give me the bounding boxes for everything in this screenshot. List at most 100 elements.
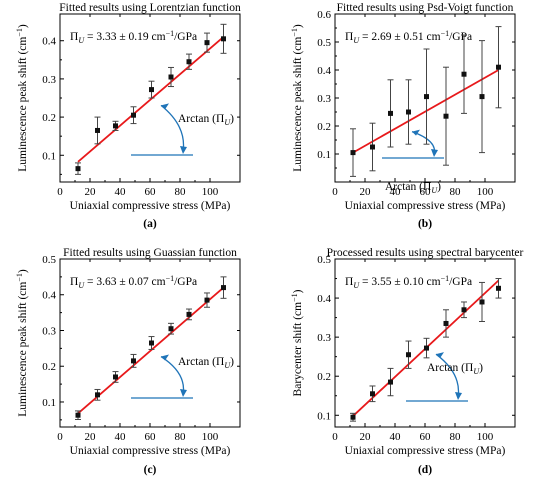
data-point bbox=[186, 311, 192, 317]
slope-annotation: ΠU = 3.63 ± 0.07 cm−1/GPa bbox=[70, 274, 197, 290]
arctan-label: Arctan (ΠU) bbox=[178, 113, 234, 127]
data-point bbox=[168, 74, 174, 80]
x-tick-label: 40 bbox=[115, 431, 127, 443]
angle-arc bbox=[411, 131, 436, 156]
y-axis-label: Luminescence peak shift (cm−1) bbox=[15, 24, 29, 172]
data-point bbox=[370, 391, 375, 397]
y-tick-label: 0.3 bbox=[317, 332, 331, 344]
x-tick-label: 0 bbox=[57, 186, 63, 198]
y-axis-label: Barycenter shift (cm−1) bbox=[290, 289, 304, 396]
data-point bbox=[204, 297, 210, 303]
panel-c: 0 20 40 60 80 100 0.1 0.2 0.3 0.4 0.5 Fitted result… bbox=[15, 247, 241, 476]
data-point bbox=[496, 285, 501, 291]
arctan-label: Arctan (ΠU) bbox=[178, 356, 234, 370]
y-tick-label: 0.3 bbox=[42, 74, 56, 86]
data-point bbox=[424, 94, 429, 100]
y-tick-label: 0.5 bbox=[317, 37, 331, 49]
y-tick-label: 0.1 bbox=[42, 150, 56, 162]
x-tick-label: 0 bbox=[57, 431, 63, 443]
arrow-tail-icon bbox=[161, 103, 169, 110]
data-point bbox=[186, 59, 192, 65]
data-point bbox=[204, 40, 210, 46]
panel-caption: (c) bbox=[144, 464, 157, 476]
x-axis-label: Uniaxial compressive stress (MPa) bbox=[70, 200, 231, 212]
x-tick-label: 80 bbox=[175, 431, 187, 443]
data-point bbox=[496, 64, 501, 70]
slope-annotation: ΠU = 3.33 ± 0.19 cm−1/GPa bbox=[70, 29, 197, 45]
x-axis-label: Uniaxial compressive stress (MPa) bbox=[70, 445, 231, 457]
chart-title: Fitted results using Guassian function bbox=[63, 247, 237, 259]
y-tick-label: 0.4 bbox=[42, 36, 56, 48]
y-tick-label: 0.6 bbox=[317, 9, 331, 21]
x-tick-label: 100 bbox=[202, 186, 219, 198]
panel-b: 0 20 40 60 80 100 0.1 0.2 0.3 0.4 0.5 0.6 Fitted res… bbox=[290, 2, 516, 230]
panel-caption: (b) bbox=[418, 218, 432, 230]
arrow-head-icon bbox=[180, 146, 187, 154]
data-point bbox=[149, 340, 154, 346]
x-tick-label: 80 bbox=[175, 186, 187, 198]
x-tick-label: 60 bbox=[145, 186, 157, 198]
data-point bbox=[113, 374, 118, 380]
y-tick-label: 0.3 bbox=[42, 325, 56, 337]
x-axis-label: Uniaxial compressive stress (MPa) bbox=[345, 445, 506, 457]
y-tick-label: 0.1 bbox=[42, 397, 56, 409]
y-tick-label: 0.4 bbox=[317, 293, 331, 305]
x-tick-label: 100 bbox=[202, 431, 219, 443]
y-axis-label: Luminescence peak shift (cm−1) bbox=[290, 24, 304, 172]
arrow-head-icon bbox=[455, 392, 462, 400]
x-tick-label: 80 bbox=[450, 186, 462, 198]
y-tick-label: 0.3 bbox=[317, 93, 331, 105]
data-point bbox=[388, 110, 393, 116]
x-tick-label: 20 bbox=[360, 186, 372, 198]
data-point bbox=[461, 307, 467, 313]
y-tick-label: 0.5 bbox=[42, 254, 56, 266]
slope-annotation: ΠU = 2.69 ± 0.51 cm−1/GPa bbox=[345, 29, 472, 45]
data-point bbox=[113, 123, 118, 129]
data-point bbox=[370, 144, 375, 150]
data-point bbox=[221, 285, 226, 291]
slope-annotation: ΠU = 3.55 ± 0.10 cm−1/GPa bbox=[345, 274, 472, 290]
data-point bbox=[479, 94, 485, 100]
y-tick-label: 0.2 bbox=[42, 112, 56, 124]
data-point bbox=[350, 150, 356, 156]
y-tick-label: 0.2 bbox=[317, 121, 331, 133]
x-axis-label: Uniaxial compressive stress (MPa) bbox=[345, 200, 506, 212]
x-tick-label: 60 bbox=[420, 431, 432, 443]
data-point bbox=[221, 36, 226, 42]
data-point bbox=[406, 352, 411, 358]
y-tick-label: 0.4 bbox=[42, 290, 56, 302]
panel-caption: (a) bbox=[143, 218, 157, 230]
y-tick-label: 0.4 bbox=[317, 65, 331, 77]
arrow-head-icon bbox=[431, 149, 438, 157]
data-point bbox=[388, 379, 393, 385]
data-point bbox=[461, 71, 467, 77]
x-tick-label: 60 bbox=[420, 186, 432, 198]
x-tick-label: 60 bbox=[145, 431, 157, 443]
data-point bbox=[479, 299, 485, 305]
data-point bbox=[75, 412, 81, 418]
y-tick-label: 0.1 bbox=[317, 410, 331, 422]
fit-line bbox=[352, 69, 499, 154]
arctan-label: Arctan (ΠU) bbox=[427, 362, 483, 376]
x-tick-label: 0 bbox=[332, 186, 338, 198]
panel-caption: (d) bbox=[418, 464, 432, 476]
y-tick-label: 0.2 bbox=[317, 371, 331, 383]
data-point bbox=[131, 112, 136, 118]
x-tick-label: 100 bbox=[477, 431, 494, 443]
x-tick-label: 20 bbox=[360, 431, 372, 443]
data-point bbox=[424, 345, 429, 351]
angle-arc bbox=[435, 353, 460, 399]
data-point bbox=[350, 414, 356, 420]
fit-line bbox=[77, 36, 225, 163]
chart-title: Processed results using spectral barycen… bbox=[327, 247, 524, 259]
arctan-label: Arctan (ΠU) bbox=[385, 181, 441, 195]
x-tick-label: 20 bbox=[85, 431, 97, 443]
data-point bbox=[443, 113, 449, 119]
x-tick-label: 20 bbox=[85, 186, 97, 198]
x-tick-label: 100 bbox=[477, 186, 494, 198]
x-tick-label: 40 bbox=[390, 186, 402, 198]
arrow-tail-icon bbox=[412, 129, 420, 136]
arrow-head-icon bbox=[180, 389, 187, 397]
chart-title: Fitted results using Lorentzian function bbox=[59, 2, 241, 14]
